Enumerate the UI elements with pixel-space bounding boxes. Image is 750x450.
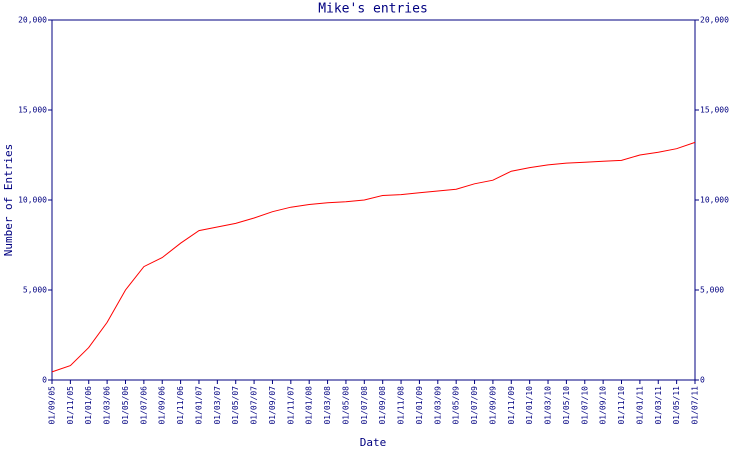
x-tick-label: 01/05/08 (341, 386, 350, 425)
x-tick-label: 01/11/07 (286, 386, 295, 425)
y-tick-label: 0 (42, 376, 47, 385)
x-tick-label: 01/07/11 (691, 386, 700, 425)
x-tick-label: 01/01/09 (415, 386, 424, 425)
x-tick-label: 01/05/10 (562, 386, 571, 425)
x-tick-label: 01/11/05 (66, 386, 75, 425)
y-tick-label: 20,000 (18, 16, 47, 25)
x-tick-label: 01/07/10 (580, 386, 589, 425)
x-tick-label: 01/09/09 (488, 386, 497, 425)
x-tick-label: 01/09/06 (158, 386, 167, 425)
x-tick-label: 01/11/09 (507, 386, 516, 425)
x-tick-label: 01/01/11 (635, 386, 644, 425)
chart-title: Mike's entries (318, 2, 428, 17)
y-tick-label: 5,000 (23, 286, 47, 295)
plot-frame (51, 19, 696, 381)
x-tick-label: 01/03/06 (103, 386, 112, 425)
x-tick-label: 01/07/06 (139, 386, 148, 425)
x-tick-label: 01/07/09 (470, 386, 479, 425)
x-tick-label: 01/07/07 (250, 386, 259, 425)
x-tick-label: 01/09/08 (378, 386, 387, 425)
x-tick-label: 01/01/10 (525, 386, 534, 425)
x-tick-label: 01/03/11 (654, 386, 663, 425)
x-tick-label: 01/09/10 (599, 386, 608, 425)
x-tick-label: 01/03/10 (544, 386, 553, 425)
y2-tick-label: 0 (700, 376, 705, 385)
x-tick-label: 01/09/05 (48, 386, 57, 425)
x-tick-label: 01/05/07 (231, 386, 240, 425)
x-tick-label: 01/01/06 (84, 386, 93, 425)
data-line (51, 141, 696, 373)
x-tick-label: 01/11/10 (617, 386, 626, 425)
x-axis-label: Date (360, 436, 387, 449)
y-axis-label: Number of Entries (2, 144, 15, 257)
y2-tick-label: 15,000 (700, 106, 729, 115)
x-tick-label: 01/11/08 (397, 386, 406, 425)
y-tick-label: 15,000 (18, 106, 47, 115)
x-tick-label: 01/01/08 (305, 386, 314, 425)
x-tick-label: 01/05/11 (672, 386, 681, 425)
x-tick-label: 01/05/09 (452, 386, 461, 425)
x-tick-label: 01/01/07 (194, 386, 203, 425)
y2-tick-label: 10,000 (700, 196, 729, 205)
x-tick-label: 01/09/07 (268, 386, 277, 425)
x-tick-label: 01/11/06 (176, 386, 185, 425)
x-tick-label: 01/05/06 (121, 386, 130, 425)
x-tick-label: 01/03/08 (323, 386, 332, 425)
y2-tick-label: 5,000 (700, 286, 724, 295)
x-tick-label: 01/03/07 (213, 386, 222, 425)
x-tick-label: 01/07/08 (360, 386, 369, 425)
y-tick-label: 10,000 (18, 196, 47, 205)
y2-tick-label: 20,000 (700, 16, 729, 25)
x-tick-label: 01/03/09 (433, 386, 442, 425)
